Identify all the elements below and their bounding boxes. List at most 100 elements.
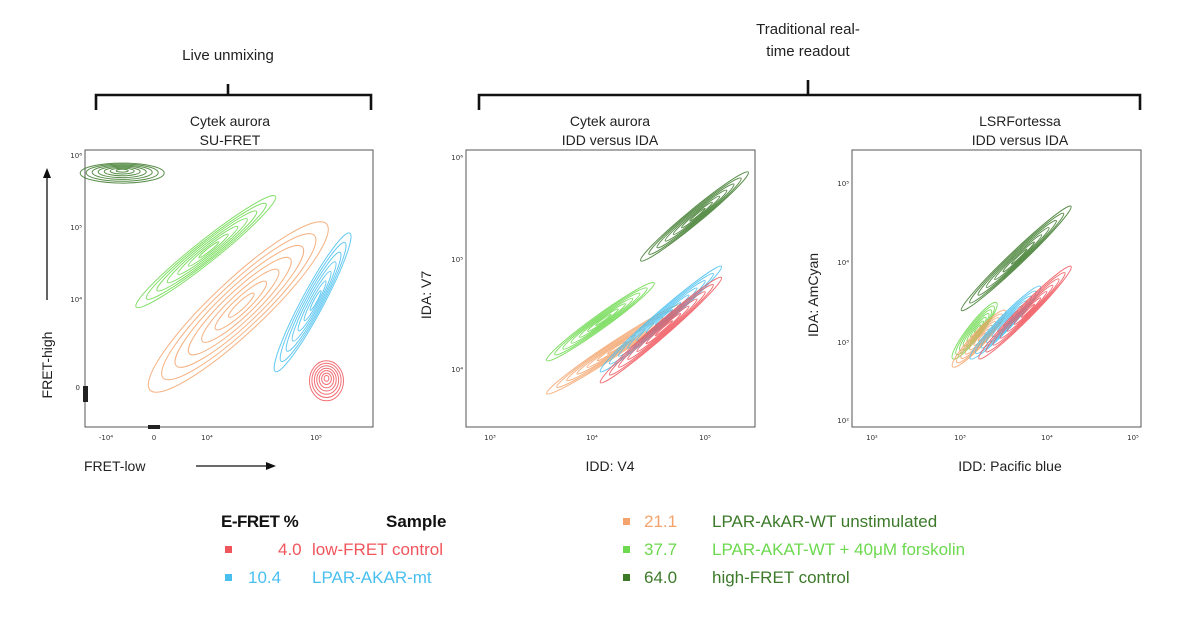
contour-lpar-akar-wt-unstimulated: [174, 244, 305, 368]
group-left-title: Live unmixing: [182, 47, 274, 64]
contour-low-fret-control: [599, 276, 723, 384]
contour-lpar-akat-wt-40-m-forskolin: [578, 303, 627, 338]
contour-lpar-akat-wt-40-m-forskolin: [951, 301, 998, 360]
panel1-contours: [79, 162, 352, 402]
contour-lpar-akat-wt-40-m-forskolin: [135, 195, 277, 309]
panel1-title-line2: SU-FRET: [200, 132, 261, 148]
contour-low-fret-control: [309, 360, 344, 402]
group-right-title-line2: time readout: [766, 43, 850, 60]
contour-high-fret-control: [985, 227, 1050, 288]
left-brace: [94, 84, 373, 110]
legend-value: 21.1: [644, 512, 677, 531]
panel2-title-line1: Cytek aurora: [570, 113, 650, 129]
contour-lpar-akat-wt-40-m-forskolin: [177, 225, 239, 275]
legend-value: 64.0: [644, 568, 677, 587]
contour-high-fret-control: [1010, 248, 1028, 265]
contour-low-fret-control: [654, 320, 674, 337]
contour-high-fret-control: [1002, 241, 1035, 273]
contour-low-fret-control: [999, 284, 1054, 339]
panel1-xtick: 0: [152, 434, 156, 442]
panel2-xtick: 10⁵: [699, 434, 711, 442]
panel1-xtick: -10⁴: [99, 434, 113, 442]
contour-lpar-akat-wt-40-m-forskolin: [587, 308, 619, 332]
contour-low-fret-control: [311, 362, 342, 398]
contour-low-fret-control: [985, 272, 1066, 353]
contour-low-fret-control: [318, 370, 335, 389]
legend-value: 4.0: [278, 540, 302, 559]
contour-lpar-akar-wt-unstimulated: [964, 321, 997, 355]
panel2-ytick: 10⁴: [451, 366, 463, 374]
legend-label: LPAR-AkAR-WT unstimulated: [712, 512, 937, 531]
contour-high-fret-control: [115, 168, 129, 173]
panel1-ytick: 10⁴: [70, 296, 82, 304]
panel1-ytick: 0: [76, 384, 80, 392]
panel2-xlabel: IDD: V4: [585, 458, 634, 474]
panel3-ytick: 10⁵: [837, 180, 849, 188]
contour-lpar-akar-mt: [969, 285, 1042, 360]
contour-low-fret-control: [992, 278, 1060, 346]
panel2-xtick: 10⁴: [586, 434, 598, 442]
contour-high-fret-control: [97, 165, 147, 179]
legend-swatch: [623, 574, 630, 581]
panel3-xlabel: IDD: Pacific blue: [958, 458, 1062, 474]
contour-high-fret-control: [689, 207, 706, 222]
contour-lpar-akar-wt-unstimulated: [214, 280, 267, 331]
contour-low-fret-control: [316, 367, 337, 392]
panel3-ylabel: IDA: AmCyan: [805, 253, 821, 337]
contour-lpar-akar-wt-unstimulated: [161, 233, 317, 381]
panel1-ytick: 10⁵: [70, 224, 82, 232]
contour-high-fret-control: [969, 212, 1065, 304]
contour-low-fret-control: [978, 265, 1072, 360]
contour-lpar-akar-mt: [309, 290, 322, 311]
contour-lpar-akat-wt-40-m-forskolin: [595, 313, 612, 327]
panel3-ytick: 10²: [837, 417, 849, 425]
legend-value: 10.4: [248, 568, 281, 587]
panel3-title-line2: IDD versus IDA: [972, 132, 1069, 148]
contour-lpar-akat-wt-40-m-forskolin: [545, 282, 655, 362]
contour-lpar-akat-wt-40-m-forskolin: [145, 202, 267, 300]
panel1-x-axis-marker: [148, 425, 160, 429]
panel1-y-arrowhead: [43, 168, 51, 178]
contour-high-fret-control: [648, 177, 742, 255]
contour-lpar-akar-mt: [297, 270, 332, 332]
contour-low-fret-control: [323, 375, 330, 382]
legend-label: LPAR-AKAR-mt: [312, 568, 432, 587]
panel1-xlabel: FRET-low: [84, 458, 146, 474]
contour-low-fret-control: [627, 298, 698, 360]
panel3-contours: [951, 205, 1072, 368]
panel3-xtick: 10³: [954, 434, 966, 442]
panel1-xtick: 10⁴: [201, 434, 213, 442]
contour-high-fret-control: [681, 201, 713, 229]
panel2-frame: [465, 149, 756, 428]
contour-lpar-akar-wt-unstimulated: [227, 292, 255, 318]
panel2-ylabel: IDA: V7: [418, 271, 434, 319]
contour-high-fret-control: [672, 195, 721, 235]
contour-low-fret-control: [1020, 303, 1036, 318]
contour-high-fret-control: [85, 163, 159, 182]
contour-high-fret-control: [109, 167, 135, 175]
contour-high-fret-control: [656, 183, 735, 249]
legend-label: LPAR-AKAT-WT + 40μM forskolin: [712, 540, 965, 559]
panel1-x-arrowhead: [266, 462, 276, 470]
contour-lpar-akat-wt-40-m-forskolin: [166, 218, 248, 284]
contour-low-fret-control: [608, 284, 714, 376]
contour-low-fret-control: [636, 305, 690, 353]
contour-lpar-akar-wt-unstimulated: [956, 313, 1003, 364]
panel2-ytick: 10⁶: [451, 154, 463, 162]
panel3-xtick: 10²: [866, 434, 878, 442]
legend-header-sample: Sample: [386, 512, 446, 531]
panel2-title-line2: IDD versus IDA: [562, 132, 659, 148]
contour-low-fret-control: [313, 365, 340, 395]
contour-lpar-akar-mt: [291, 261, 337, 342]
contour-lpar-akat-wt-40-m-forskolin: [554, 287, 648, 356]
panel3-xtick: 10⁴: [1041, 434, 1053, 442]
contour-high-fret-control: [664, 189, 728, 242]
panel2-xtick: 10³: [484, 434, 496, 442]
contour-lpar-akar-wt-unstimulated: [187, 256, 292, 356]
contour-lpar-akat-wt-40-m-forskolin: [156, 210, 258, 292]
legend-swatch: [623, 518, 630, 525]
contour-lpar-akar-mt: [285, 251, 342, 352]
contour-low-fret-control: [1013, 297, 1042, 325]
legend-label: high-FRET control: [712, 568, 850, 587]
